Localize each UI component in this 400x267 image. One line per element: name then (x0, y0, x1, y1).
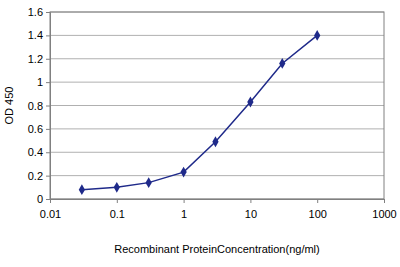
x-axis: 0.01 0.1 1 10 100 1000 (40, 199, 397, 220)
y-tick-label: 0.4 (28, 146, 43, 158)
y-axis-line (46, 13, 51, 200)
marker (180, 167, 186, 178)
x-tick-mark (117, 199, 118, 203)
grid-line (50, 128, 384, 129)
grid-line (50, 105, 384, 106)
grid (50, 12, 384, 199)
marker (212, 136, 218, 147)
y-tick: 0.6 (28, 123, 50, 135)
y-tick-mark (46, 106, 50, 107)
x-tick-mark (384, 199, 385, 203)
marker (146, 177, 152, 188)
y-tick: 1.2 (28, 53, 50, 65)
x-tick: 0.1 (110, 199, 125, 220)
y-tick: 0.8 (28, 100, 50, 112)
x-tick: 1000 (372, 199, 396, 220)
y-tick-mark (46, 176, 50, 177)
y-tick-label: 1.6 (28, 6, 43, 18)
y-tick: 0.4 (28, 146, 50, 158)
y-tick: 1 (37, 76, 50, 88)
y-tick-label: 1.2 (28, 53, 43, 65)
x-tick-label: 10 (245, 208, 257, 220)
x-tick: 10 (245, 199, 257, 220)
x-tick-mark (184, 199, 185, 203)
x-tick: 1 (181, 199, 187, 220)
y-tick-label: 0.6 (28, 123, 43, 135)
y-tick-mark (46, 59, 50, 60)
y-tick-mark (46, 152, 50, 153)
y-tick-label: 0.8 (28, 100, 43, 112)
y-tick-mark (46, 82, 50, 83)
marker (247, 97, 253, 108)
x-tick-label: 0.1 (110, 208, 125, 220)
y-axis-title: OD 450 (3, 87, 15, 125)
y-tick-label: 0.2 (28, 170, 43, 182)
y-tick-label: 0 (37, 193, 43, 205)
marker (114, 182, 120, 193)
x-axis-title: Recombinant ProteinConcentration(ng/ml) (114, 243, 319, 255)
y-tick-mark (46, 199, 50, 200)
x-tick-label: 1000 (372, 208, 396, 220)
x-tick-mark (250, 199, 251, 203)
y-tick: 0 (37, 193, 50, 205)
x-axis-line (51, 200, 385, 204)
series-line (82, 35, 317, 189)
grid-line (50, 35, 384, 36)
y-tick-label: 1.4 (28, 29, 43, 41)
grid-line (50, 58, 384, 59)
y-tick: 1.6 (28, 6, 50, 18)
marker (314, 30, 320, 41)
grid-line (50, 82, 384, 83)
grid-line (50, 152, 384, 153)
y-tick-label: 1 (37, 76, 43, 88)
y-tick-mark (46, 12, 50, 13)
y-tick-mark (46, 35, 50, 36)
x-tick-mark (317, 199, 318, 203)
plot: 0.01 0.1 1 10 100 1000 0 0.2 0.4 0.6 0.8 1 1.2 1.4 1.6 (28, 6, 397, 220)
y-tick: 1.4 (28, 29, 50, 41)
y-axis: 0 0.2 0.4 0.6 0.8 1 1.2 1.4 1.6 (28, 6, 51, 205)
chart: 0.01 0.1 1 10 100 1000 0 0.2 0.4 0.6 0.8 1 1.2 1.4 1.6… (0, 0, 400, 267)
marker (79, 184, 85, 195)
series (79, 30, 321, 195)
plot-frame (50, 12, 384, 199)
x-tick: 0.01 (40, 199, 61, 220)
marker (279, 58, 285, 69)
x-tick-label: 0.01 (40, 208, 61, 220)
y-tick-mark (46, 129, 50, 130)
x-tick: 100 (309, 199, 327, 220)
x-tick-label: 100 (309, 208, 327, 220)
grid-line (50, 175, 384, 176)
x-tick-label: 1 (181, 208, 187, 220)
y-tick: 0.2 (28, 170, 50, 182)
